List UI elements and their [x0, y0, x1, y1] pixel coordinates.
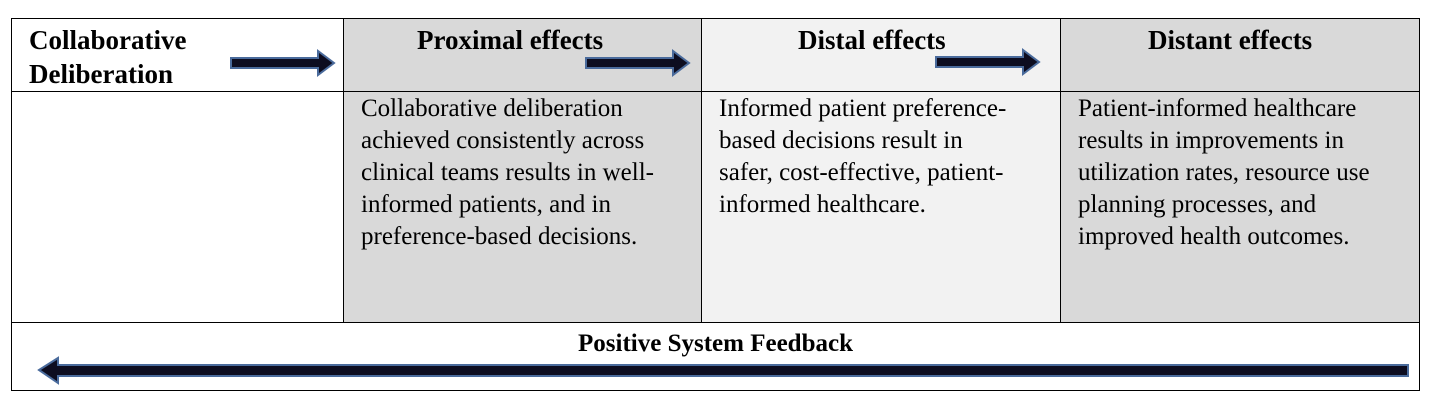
right-arrow-icon [585, 49, 691, 77]
distal-line-2: based decisions result in [719, 127, 963, 154]
proximal-line-1: Collaborative deliberation [361, 95, 623, 122]
distal-line-4: informed healthcare. [719, 191, 926, 218]
header-distal-effects: Distal effects [702, 19, 1061, 92]
distant-line-3: utilization rates, resource use [1078, 159, 1370, 186]
feedback-row: Positive System Feedback [12, 323, 1419, 390]
distant-line-1: Patient-informed healthcare [1078, 95, 1357, 122]
distal-effects-title: Distal effects [798, 25, 946, 55]
distant-line-2: results in improvements in [1078, 127, 1344, 154]
distant-line-5: improved health outcomes. [1078, 223, 1350, 250]
distal-line-3: safer, cost-effective, patient- [719, 159, 1004, 186]
right-arrow-icon [935, 48, 1041, 76]
proximal-line-4: informed patients, and in [361, 191, 611, 218]
distant-effects-title: Distant effects [1148, 25, 1313, 55]
left-arrow-icon [37, 356, 1409, 385]
body-distant-effects: Patient-informed healthcare results in i… [1061, 92, 1419, 323]
header-proximal-effects: Proximal effects [344, 19, 702, 92]
body-distal-effects: Informed patient preference- based decis… [702, 92, 1061, 323]
right-arrow-icon [230, 49, 336, 77]
header-distant-effects: Distant effects [1061, 19, 1419, 92]
proximal-line-3: clinical teams results in well- [361, 159, 654, 186]
proximal-line-2: achieved consistently across [361, 127, 645, 154]
positive-system-feedback-title: Positive System Feedback [578, 330, 853, 357]
distal-line-1: Informed patient preference- [719, 95, 1007, 122]
body-collaborative-empty [12, 92, 344, 323]
body-proximal-effects: Collaborative deliberation achieved cons… [344, 92, 702, 323]
collaborative-title-line1: Collaborative [29, 25, 187, 55]
header-collaborative-deliberation: Collaborative Deliberation [12, 19, 344, 92]
proximal-effects-title: Proximal effects [417, 25, 604, 55]
effects-diagram: Collaborative Deliberation Proximal effe… [11, 18, 1420, 391]
collaborative-title-line2: Deliberation [29, 59, 173, 89]
proximal-line-5: preference-based decisions. [361, 223, 638, 250]
distant-line-4: planning processes, and [1078, 191, 1317, 218]
